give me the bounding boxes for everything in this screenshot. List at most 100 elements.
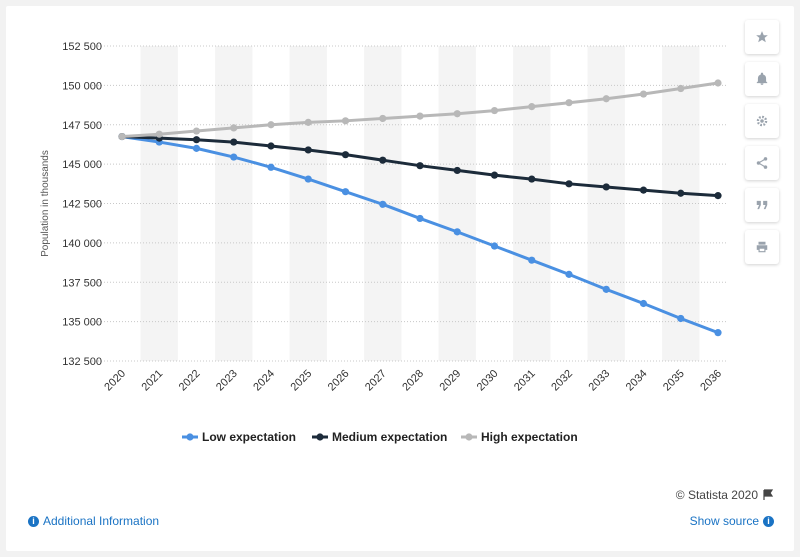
info-icon: i (28, 515, 39, 527)
data-point[interactable] (304, 146, 312, 154)
copyright-text: © Statista 2020 (675, 488, 758, 502)
settings-button[interactable] (745, 104, 779, 138)
data-point[interactable] (155, 130, 163, 138)
data-point[interactable] (565, 99, 573, 107)
data-point[interactable] (528, 256, 536, 264)
y-tick-label: 137 500 (62, 277, 102, 289)
x-tick-label: 2032 (549, 368, 575, 394)
data-point[interactable] (267, 142, 275, 150)
data-point[interactable] (267, 121, 275, 129)
legend-item[interactable]: Medium expectation (312, 430, 447, 444)
data-point[interactable] (341, 151, 350, 159)
data-point[interactable] (230, 124, 238, 132)
x-tick-label: 2034 (624, 368, 650, 394)
data-point[interactable] (118, 132, 126, 141)
data-point[interactable] (192, 127, 201, 135)
legend-item[interactable]: Low expectation (182, 430, 296, 444)
data-point[interactable] (267, 163, 275, 171)
additional-information-text: Additional Information (43, 514, 160, 528)
gear-icon (756, 115, 768, 127)
star-icon (756, 31, 768, 43)
data-point[interactable] (416, 214, 424, 223)
y-tick-label: 140 000 (62, 238, 102, 250)
additional-information-link[interactable]: i Additional Information (28, 514, 159, 528)
gridlines (92, 45, 728, 362)
share-button[interactable] (745, 146, 779, 180)
x-tick-label: 2026 (326, 368, 352, 394)
data-point[interactable] (602, 285, 610, 293)
y-axis-label: Population in thousands (40, 150, 51, 257)
data-point[interactable] (714, 329, 722, 337)
data-point[interactable] (416, 112, 424, 120)
data-point[interactable] (677, 189, 685, 197)
print-icon (756, 241, 768, 253)
data-point[interactable] (304, 175, 312, 183)
data-point[interactable] (379, 156, 387, 164)
background-band (513, 46, 551, 361)
data-point[interactable] (602, 95, 610, 103)
data-point[interactable] (565, 270, 573, 278)
legend-marker (316, 433, 324, 441)
data-point[interactable] (565, 180, 573, 188)
copyright: © Statista 2020 (676, 488, 774, 502)
data-point[interactable] (230, 138, 238, 146)
series-line (121, 81, 719, 139)
data-point[interactable] (230, 153, 238, 161)
x-tick-label: 2024 (251, 368, 277, 394)
data-point[interactable] (528, 103, 536, 111)
data-point[interactable] (677, 314, 685, 323)
print-button[interactable] (745, 230, 779, 264)
x-tick-label: 2028 (400, 368, 426, 394)
data-point[interactable] (639, 90, 648, 98)
legend-label: Low expectation (202, 430, 296, 444)
legend-label: Medium expectation (332, 430, 447, 444)
series-lines (118, 79, 722, 337)
legend-marker (186, 433, 194, 441)
x-tick-label: 2029 (438, 368, 464, 394)
x-tick-label: 2033 (587, 368, 613, 394)
x-tick-label: 2022 (177, 368, 203, 394)
data-point[interactable] (490, 242, 499, 250)
flag-icon[interactable] (762, 489, 774, 501)
data-point[interactable] (528, 175, 536, 183)
data-point[interactable] (677, 84, 685, 93)
x-tick-label: 2020 (102, 368, 128, 394)
data-point[interactable] (304, 118, 312, 126)
data-point[interactable] (490, 106, 499, 115)
x-tick-label: 2035 (661, 368, 687, 394)
notification-button[interactable] (745, 62, 779, 96)
data-point[interactable] (192, 144, 201, 152)
y-tick-label: 135 000 (62, 317, 102, 329)
data-point[interactable] (714, 79, 722, 87)
x-tick-label: 2021 (140, 368, 166, 394)
legend-label: High expectation (481, 430, 578, 444)
data-point[interactable] (379, 114, 387, 123)
favorite-button[interactable] (745, 20, 779, 54)
legend-marker (465, 433, 473, 441)
legend-item[interactable]: High expectation (461, 430, 578, 444)
data-point[interactable] (639, 299, 648, 308)
x-tick-label: 2025 (289, 368, 315, 394)
y-axis-ticks: 132 500 135 000 137 500 140 000 142 500 145 0… (62, 41, 102, 368)
data-point[interactable] (490, 171, 499, 179)
x-tick-label: 2030 (475, 368, 501, 394)
side-toolbar (745, 20, 781, 272)
series-low-expectation (118, 132, 722, 337)
data-point[interactable] (602, 183, 610, 191)
cite-button[interactable] (745, 188, 779, 222)
data-point[interactable] (453, 166, 461, 175)
data-point[interactable] (453, 110, 461, 118)
data-point[interactable] (416, 162, 424, 170)
data-point[interactable] (192, 136, 201, 144)
share-icon (756, 157, 768, 169)
data-point[interactable] (639, 186, 648, 194)
bell-icon (756, 72, 768, 85)
data-point[interactable] (341, 117, 350, 125)
data-point[interactable] (341, 188, 350, 196)
data-point[interactable] (453, 228, 461, 236)
data-point[interactable] (379, 200, 387, 208)
x-tick-label: 2023 (214, 368, 240, 394)
data-point[interactable] (714, 192, 722, 200)
chart-card: 132 500 135 000 137 500 140 000 142 500 145 0… (6, 6, 794, 551)
show-source-link[interactable]: Show source i (690, 514, 774, 528)
